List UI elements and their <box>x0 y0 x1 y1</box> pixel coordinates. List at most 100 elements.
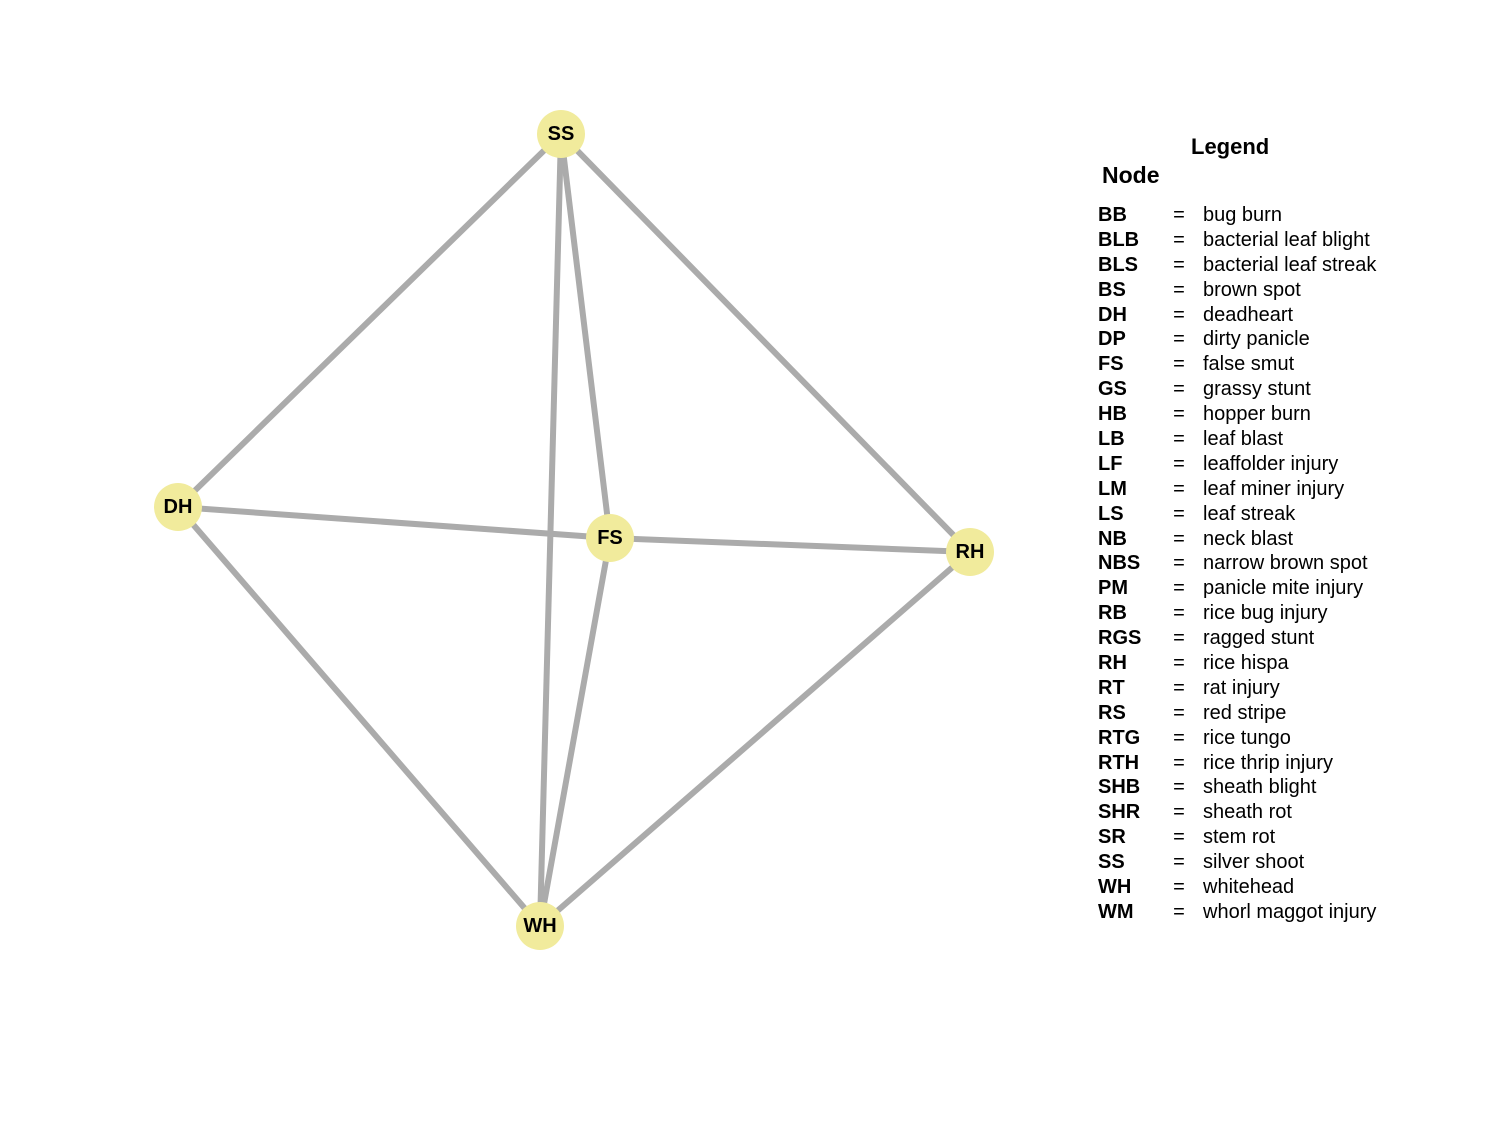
legend-entry: PM = panicle mite injury <box>1098 576 1376 601</box>
legend-code: RTG <box>1098 726 1141 749</box>
legend-code: BB <box>1098 203 1127 226</box>
legend-description: bacterial leaf streak <box>1203 253 1377 276</box>
legend-description: whitehead <box>1203 875 1295 898</box>
node-label: RH <box>956 541 985 563</box>
legend-entry: BLB = bacterial leaf blight <box>1098 228 1376 253</box>
legend-description: leaf streak <box>1203 502 1296 525</box>
legend-code: NB <box>1098 527 1127 550</box>
legend-description: bug burn <box>1203 203 1282 226</box>
legend-code: RTH <box>1098 751 1140 774</box>
legend-entry: RS = red stripe <box>1098 701 1376 726</box>
legend-separator: = <box>1173 477 1185 500</box>
node-wh: WH <box>516 902 564 950</box>
legend-code: FS <box>1098 353 1124 376</box>
legend-description: bacterial leaf blight <box>1203 228 1370 251</box>
legend-entry: NB = neck blast <box>1098 527 1376 552</box>
legend-entry: LM = leaf miner injury <box>1098 477 1376 502</box>
node-layer: SS DH FS RH WH <box>154 110 994 950</box>
legend-description: grassy stunt <box>1203 378 1311 401</box>
legend-entry: BLS = bacterial leaf streak <box>1098 253 1376 278</box>
legend-separator: = <box>1173 875 1185 898</box>
legend-entry: BS = brown spot <box>1098 278 1376 303</box>
node-fs: FS <box>586 514 634 562</box>
legend-description: false smut <box>1203 353 1295 376</box>
legend-separator: = <box>1173 278 1185 301</box>
legend-separator: = <box>1173 527 1185 550</box>
legend-description: silver shoot <box>1203 851 1305 874</box>
legend-separator: = <box>1173 627 1185 650</box>
legend-code: WH <box>1098 875 1132 898</box>
legend-separator: = <box>1173 801 1185 824</box>
legend-entry: LF = leaffolder injury <box>1098 452 1376 477</box>
legend-separator: = <box>1173 253 1185 276</box>
legend-entry: RGS = ragged stunt <box>1098 626 1376 651</box>
legend-code: NBS <box>1098 552 1141 575</box>
legend-code: SHB <box>1098 776 1141 799</box>
legend-description: leaf blast <box>1203 427 1284 450</box>
legend-separator: = <box>1173 602 1185 625</box>
legend-code: LS <box>1098 502 1124 525</box>
edge-fs-wh <box>537 535 613 929</box>
legend-separator: = <box>1173 651 1185 674</box>
legend-description: sheath rot <box>1203 801 1292 824</box>
edge-dh-wh <box>175 504 543 929</box>
legend-description: neck blast <box>1203 527 1294 550</box>
legend-entry: SHB = sheath blight <box>1098 775 1376 800</box>
legend-code: RT <box>1098 676 1125 699</box>
legend-entry: DH = deadheart <box>1098 303 1376 328</box>
legend-description: whorl maggot injury <box>1203 900 1377 923</box>
legend-description: rice thrip injury <box>1203 751 1334 774</box>
legend-code: GS <box>1098 378 1127 401</box>
legend-entry: RB = rice bug injury <box>1098 601 1376 626</box>
legend-entry: LS = leaf streak <box>1098 502 1376 527</box>
legend-separator: = <box>1173 900 1185 923</box>
legend-separator: = <box>1173 851 1185 874</box>
legend-separator: = <box>1173 303 1185 326</box>
legend-code: SHR <box>1098 801 1141 824</box>
legend-entry: NBS = narrow brown spot <box>1098 551 1376 576</box>
legend-list: BB = bug burn BLB = bacterial leaf blight BLS =… <box>1098 203 1376 925</box>
edge-dh-fs <box>175 504 613 541</box>
legend-entry: BB = bug burn <box>1098 203 1376 228</box>
legend-entry: SHR = sheath rot <box>1098 800 1376 825</box>
legend-code: RGS <box>1098 627 1142 650</box>
legend-entry: WM = whorl maggot injury <box>1098 900 1376 925</box>
legend-code: BLB <box>1098 228 1140 251</box>
legend-description: leaffolder injury <box>1203 452 1339 475</box>
legend-separator: = <box>1173 676 1185 699</box>
legend-description: brown spot <box>1203 278 1301 301</box>
node-label: WH <box>523 915 556 937</box>
network-graph: SS DH FS RH WH <box>154 110 994 950</box>
legend-separator: = <box>1173 353 1185 376</box>
legend-code: SR <box>1098 826 1126 849</box>
edge-ss-rh <box>558 131 973 555</box>
legend-code: RH <box>1098 651 1127 674</box>
node-circle <box>154 483 202 531</box>
legend-description: rice tungo <box>1203 726 1291 749</box>
legend-code: HB <box>1098 403 1127 426</box>
legend-entry: HB = hopper burn <box>1098 402 1376 427</box>
edge-ss-wh <box>537 131 564 929</box>
legend-entry: SR = stem rot <box>1098 825 1376 850</box>
legend-description: leaf miner injury <box>1203 477 1345 500</box>
edge-rh-wh <box>537 549 973 929</box>
node-circle <box>537 110 585 158</box>
edge-ss-dh <box>175 131 564 510</box>
legend-description: red stripe <box>1203 701 1287 724</box>
node-label: DH <box>164 496 193 518</box>
legend-separator: = <box>1173 826 1185 849</box>
node-dh: DH <box>154 483 202 531</box>
legend-code: BS <box>1098 278 1126 301</box>
legend-separator: = <box>1173 577 1185 600</box>
legend-separator: = <box>1173 502 1185 525</box>
legend-separator: = <box>1173 403 1185 426</box>
legend-separator: = <box>1173 203 1185 226</box>
legend-separator: = <box>1173 701 1185 724</box>
legend-description: rice bug injury <box>1203 602 1328 625</box>
legend-description: deadheart <box>1203 303 1294 326</box>
legend-description: sheath blight <box>1203 776 1317 799</box>
legend-separator: = <box>1173 328 1185 351</box>
legend-code: DP <box>1098 328 1126 351</box>
legend-description: stem rot <box>1203 826 1276 849</box>
legend-title: Legend <box>1191 134 1270 159</box>
